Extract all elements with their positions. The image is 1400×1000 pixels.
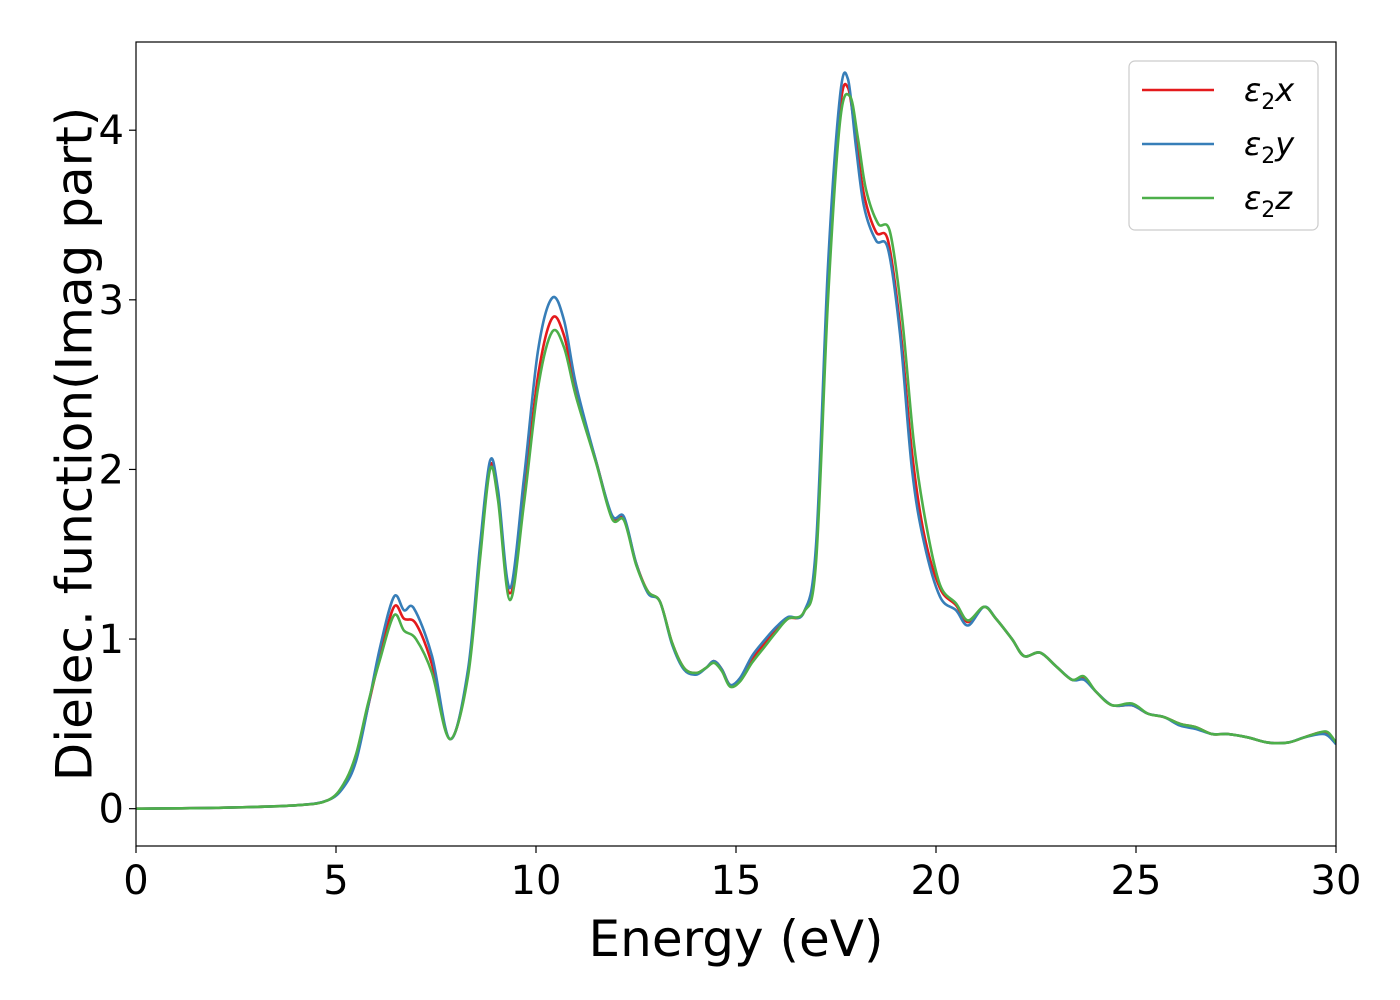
x-tick-label: 25: [1111, 858, 1162, 904]
y-tick-label: 4: [99, 108, 124, 154]
x-tick-label: 20: [911, 858, 962, 904]
y-ticks: 0 1 2 3 4: [99, 108, 136, 833]
y-tick-label: 1: [99, 617, 124, 663]
y-tick-label: 2: [99, 447, 124, 493]
y-tick-label: 3: [99, 278, 124, 324]
legend: ε2x ε2y ε2z: [1128, 60, 1319, 231]
legend-label-eps2y: ε2y: [1244, 125, 1295, 169]
y-axis-title: Dielec. function(Imag part): [46, 107, 104, 782]
legend-label-eps2z: ε2z: [1244, 179, 1293, 223]
x-ticks: 0 5 10 15 20 25 30: [123, 846, 1361, 904]
x-tick-label: 15: [711, 858, 762, 904]
x-tick-label: 10: [511, 858, 562, 904]
series-line-eps2z: [136, 92, 1336, 810]
x-tick-label: 30: [1311, 858, 1362, 904]
legend-label-eps2x: ε2x: [1244, 71, 1295, 115]
x-axis-title: Energy (eV): [589, 910, 884, 968]
series-layer: [136, 71, 1336, 810]
x-tick-label: 0: [123, 858, 148, 904]
y-tick-label: 0: [99, 787, 124, 833]
x-tick-label: 5: [323, 858, 348, 904]
legend-box: [1128, 60, 1319, 231]
